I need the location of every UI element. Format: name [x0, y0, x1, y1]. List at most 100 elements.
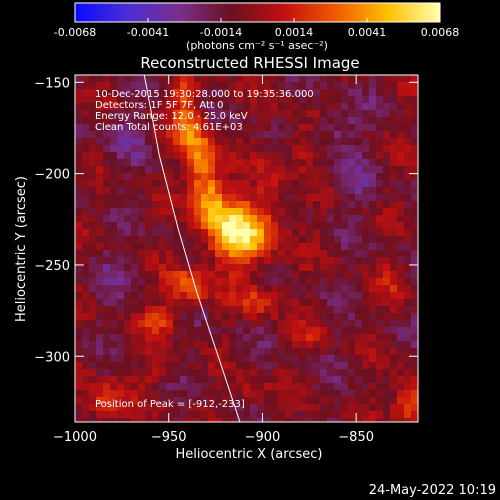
heatmap-cell [82, 243, 89, 250]
heatmap-cell [271, 271, 278, 278]
heatmap-cell [187, 264, 194, 271]
heatmap-cell [187, 327, 194, 334]
heatmap-cell [243, 320, 250, 327]
heatmap-cell [159, 215, 166, 222]
heatmap-cell [390, 348, 397, 355]
heatmap-cell [334, 145, 341, 152]
heatmap-cell [229, 96, 236, 103]
heatmap-cell [362, 390, 369, 397]
heatmap-cell [187, 131, 194, 138]
heatmap-cell [390, 264, 397, 271]
heatmap-cell [173, 180, 180, 187]
heatmap-cell [348, 194, 355, 201]
heatmap-cell [376, 243, 383, 250]
heatmap-cell [257, 250, 264, 257]
heatmap-cell [313, 383, 320, 390]
heatmap-cell [320, 320, 327, 327]
heatmap-cell [138, 264, 145, 271]
heatmap-cell [334, 159, 341, 166]
heatmap-cell [306, 131, 313, 138]
heatmap-cell [320, 187, 327, 194]
heatmap-cell [96, 103, 103, 110]
heatmap-cell [201, 124, 208, 131]
heatmap-cell [313, 362, 320, 369]
heatmap-cell [180, 320, 187, 327]
heatmap-cell [348, 313, 355, 320]
heatmap-cell [383, 299, 390, 306]
heatmap-cell [362, 187, 369, 194]
heatmap-cell [327, 285, 334, 292]
heatmap-cell [82, 215, 89, 222]
heatmap-cell [278, 320, 285, 327]
heatmap-cell [236, 341, 243, 348]
heatmap-cell [306, 75, 313, 82]
heatmap-cell [334, 292, 341, 299]
heatmap-cell [82, 313, 89, 320]
heatmap-cell [334, 236, 341, 243]
heatmap-cell [348, 292, 355, 299]
heatmap-cell [369, 124, 376, 131]
heatmap-cell [152, 341, 159, 348]
heatmap-cell [243, 390, 250, 397]
heatmap-cell [82, 278, 89, 285]
heatmap-cell [306, 82, 313, 89]
heatmap-cell [96, 306, 103, 313]
heatmap-cell [222, 110, 229, 117]
heatmap-cell [257, 313, 264, 320]
heatmap-cell [397, 271, 404, 278]
heatmap-cell [124, 278, 131, 285]
heatmap-cell [383, 404, 390, 411]
heatmap-cell [110, 145, 117, 152]
heatmap-cell [257, 334, 264, 341]
heatmap-cell [103, 292, 110, 299]
heatmap-cell [96, 250, 103, 257]
heatmap-cell [222, 362, 229, 369]
heatmap-cell [229, 103, 236, 110]
heatmap-cell [264, 292, 271, 299]
heatmap-cell [117, 264, 124, 271]
heatmap-cell [390, 292, 397, 299]
heatmap-cell [299, 250, 306, 257]
heatmap-cell [215, 390, 222, 397]
heatmap-cell [89, 82, 96, 89]
heatmap-cell [96, 208, 103, 215]
heatmap-cell [173, 222, 180, 229]
heatmap-cell [299, 411, 306, 418]
heatmap-cell [131, 292, 138, 299]
heatmap-cell [299, 180, 306, 187]
heatmap-cell [250, 229, 257, 236]
heatmap-cell [187, 166, 194, 173]
heatmap-cell [166, 376, 173, 383]
heatmap-cell [215, 82, 222, 89]
heatmap-cell [236, 320, 243, 327]
heatmap-cell [355, 376, 362, 383]
heatmap-cell [362, 180, 369, 187]
heatmap-cell [166, 222, 173, 229]
heatmap-cell [96, 145, 103, 152]
heatmap-cell [138, 215, 145, 222]
heatmap-cell [257, 376, 264, 383]
heatmap-cell [187, 369, 194, 376]
heatmap-cell [404, 145, 411, 152]
heatmap-cell [341, 110, 348, 117]
heatmap-cell [299, 173, 306, 180]
heatmap-cell [390, 187, 397, 194]
heatmap-cell [138, 285, 145, 292]
heatmap-cell [383, 187, 390, 194]
heatmap-cell [278, 208, 285, 215]
heatmap-cells [75, 75, 418, 422]
heatmap-cell [124, 194, 131, 201]
heatmap-cell [299, 306, 306, 313]
heatmap-cell [257, 103, 264, 110]
heatmap-cell [131, 418, 138, 422]
heatmap-cell [411, 397, 418, 404]
heatmap-cell [145, 124, 152, 131]
heatmap-cell [110, 131, 117, 138]
heatmap-cell [306, 299, 313, 306]
heatmap-cell [187, 285, 194, 292]
heatmap-cell [229, 208, 236, 215]
heatmap-cell [355, 250, 362, 257]
heatmap-cell [110, 89, 117, 96]
heatmap-cell [299, 376, 306, 383]
heatmap-cell [250, 320, 257, 327]
